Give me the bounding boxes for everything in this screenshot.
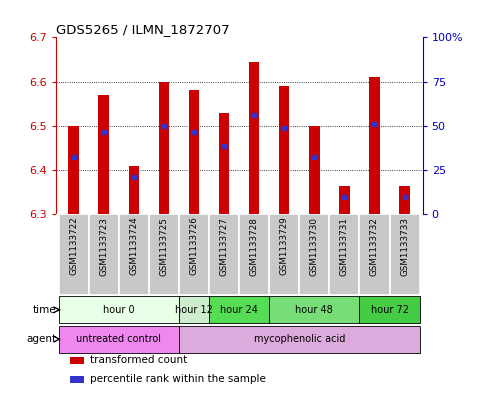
Bar xyxy=(68,126,79,214)
Bar xyxy=(209,214,239,295)
Bar xyxy=(179,326,420,353)
Bar xyxy=(269,296,359,323)
Bar xyxy=(58,296,179,323)
Bar xyxy=(249,62,259,214)
Bar xyxy=(279,86,289,214)
Bar xyxy=(70,376,84,383)
Bar xyxy=(70,356,84,364)
Text: hour 0: hour 0 xyxy=(103,305,135,315)
Bar xyxy=(219,112,229,214)
Bar xyxy=(339,185,350,214)
Bar xyxy=(179,214,209,295)
Text: hour 24: hour 24 xyxy=(220,305,258,315)
Bar xyxy=(179,296,209,323)
Text: GSM1133733: GSM1133733 xyxy=(400,217,409,276)
Text: GSM1133724: GSM1133724 xyxy=(129,217,138,275)
Bar xyxy=(58,214,89,295)
Bar xyxy=(399,185,410,214)
Bar xyxy=(149,214,179,295)
Text: hour 48: hour 48 xyxy=(296,305,333,315)
Bar xyxy=(269,214,299,295)
Text: GSM1133725: GSM1133725 xyxy=(159,217,169,275)
Text: percentile rank within the sample: percentile rank within the sample xyxy=(90,375,266,384)
Text: time: time xyxy=(32,305,56,315)
Bar xyxy=(158,82,169,214)
Text: GSM1133729: GSM1133729 xyxy=(280,217,289,275)
Text: GSM1133722: GSM1133722 xyxy=(69,217,78,275)
Bar xyxy=(119,214,149,295)
Text: GSM1133723: GSM1133723 xyxy=(99,217,108,275)
Text: GSM1133728: GSM1133728 xyxy=(250,217,258,275)
Text: agent: agent xyxy=(26,334,56,344)
Bar xyxy=(58,326,179,353)
Bar xyxy=(369,77,380,214)
Bar xyxy=(329,214,359,295)
Text: GDS5265 / ILMN_1872707: GDS5265 / ILMN_1872707 xyxy=(56,23,229,36)
Text: GSM1133732: GSM1133732 xyxy=(370,217,379,275)
Text: GSM1133726: GSM1133726 xyxy=(189,217,199,275)
Bar xyxy=(309,126,320,214)
Bar xyxy=(128,165,139,214)
Bar xyxy=(359,214,389,295)
Bar xyxy=(209,296,269,323)
Text: GSM1133731: GSM1133731 xyxy=(340,217,349,275)
Text: GSM1133730: GSM1133730 xyxy=(310,217,319,276)
Text: transformed count: transformed count xyxy=(90,355,188,365)
Bar xyxy=(389,214,420,295)
Bar xyxy=(299,214,329,295)
Bar xyxy=(89,214,119,295)
Bar xyxy=(189,90,199,214)
Text: mycophenolic acid: mycophenolic acid xyxy=(254,334,345,344)
Bar xyxy=(359,296,420,323)
Text: hour 72: hour 72 xyxy=(370,305,409,315)
Text: hour 12: hour 12 xyxy=(175,305,213,315)
Bar xyxy=(239,214,269,295)
Bar xyxy=(99,95,109,214)
Text: untreated control: untreated control xyxy=(76,334,161,344)
Text: GSM1133727: GSM1133727 xyxy=(220,217,228,275)
